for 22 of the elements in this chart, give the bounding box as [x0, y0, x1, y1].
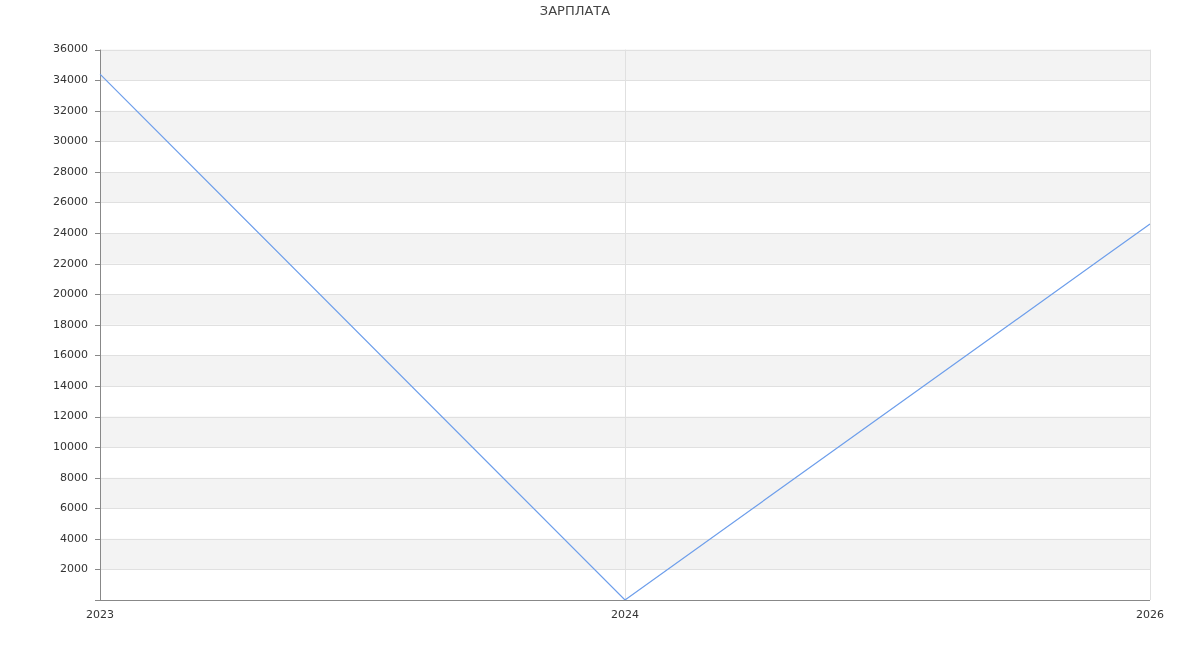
y-tick-label: 34000: [53, 73, 88, 87]
x-tick-label: 2024: [611, 608, 639, 622]
y-tick-label: 10000: [53, 439, 88, 453]
y-tick-label: 12000: [53, 409, 88, 423]
y-tick-label: 6000: [60, 501, 88, 515]
y-tick-label: 26000: [53, 195, 88, 209]
y-tick-label: 16000: [53, 348, 88, 362]
y-tick-label: 8000: [60, 470, 88, 484]
y-tick-label: 22000: [53, 256, 88, 270]
y-tick-label: 20000: [53, 287, 88, 301]
y-tick-label: 32000: [53, 103, 88, 117]
y-tick-label: 28000: [53, 164, 88, 178]
x-tick-label: 2026: [1136, 608, 1164, 622]
x-tick-label: 2023: [86, 608, 114, 622]
y-tick-label: 36000: [53, 42, 88, 56]
chart-title: ЗАРПЛАТА: [539, 3, 611, 19]
y-tick-label: 24000: [53, 225, 88, 239]
y-tick-label: 18000: [53, 317, 88, 331]
y-tick-label: 2000: [60, 562, 88, 576]
y-tick-label: 4000: [60, 531, 88, 545]
y-tick-label: 14000: [53, 378, 88, 392]
y-tick-label: 30000: [53, 134, 88, 148]
